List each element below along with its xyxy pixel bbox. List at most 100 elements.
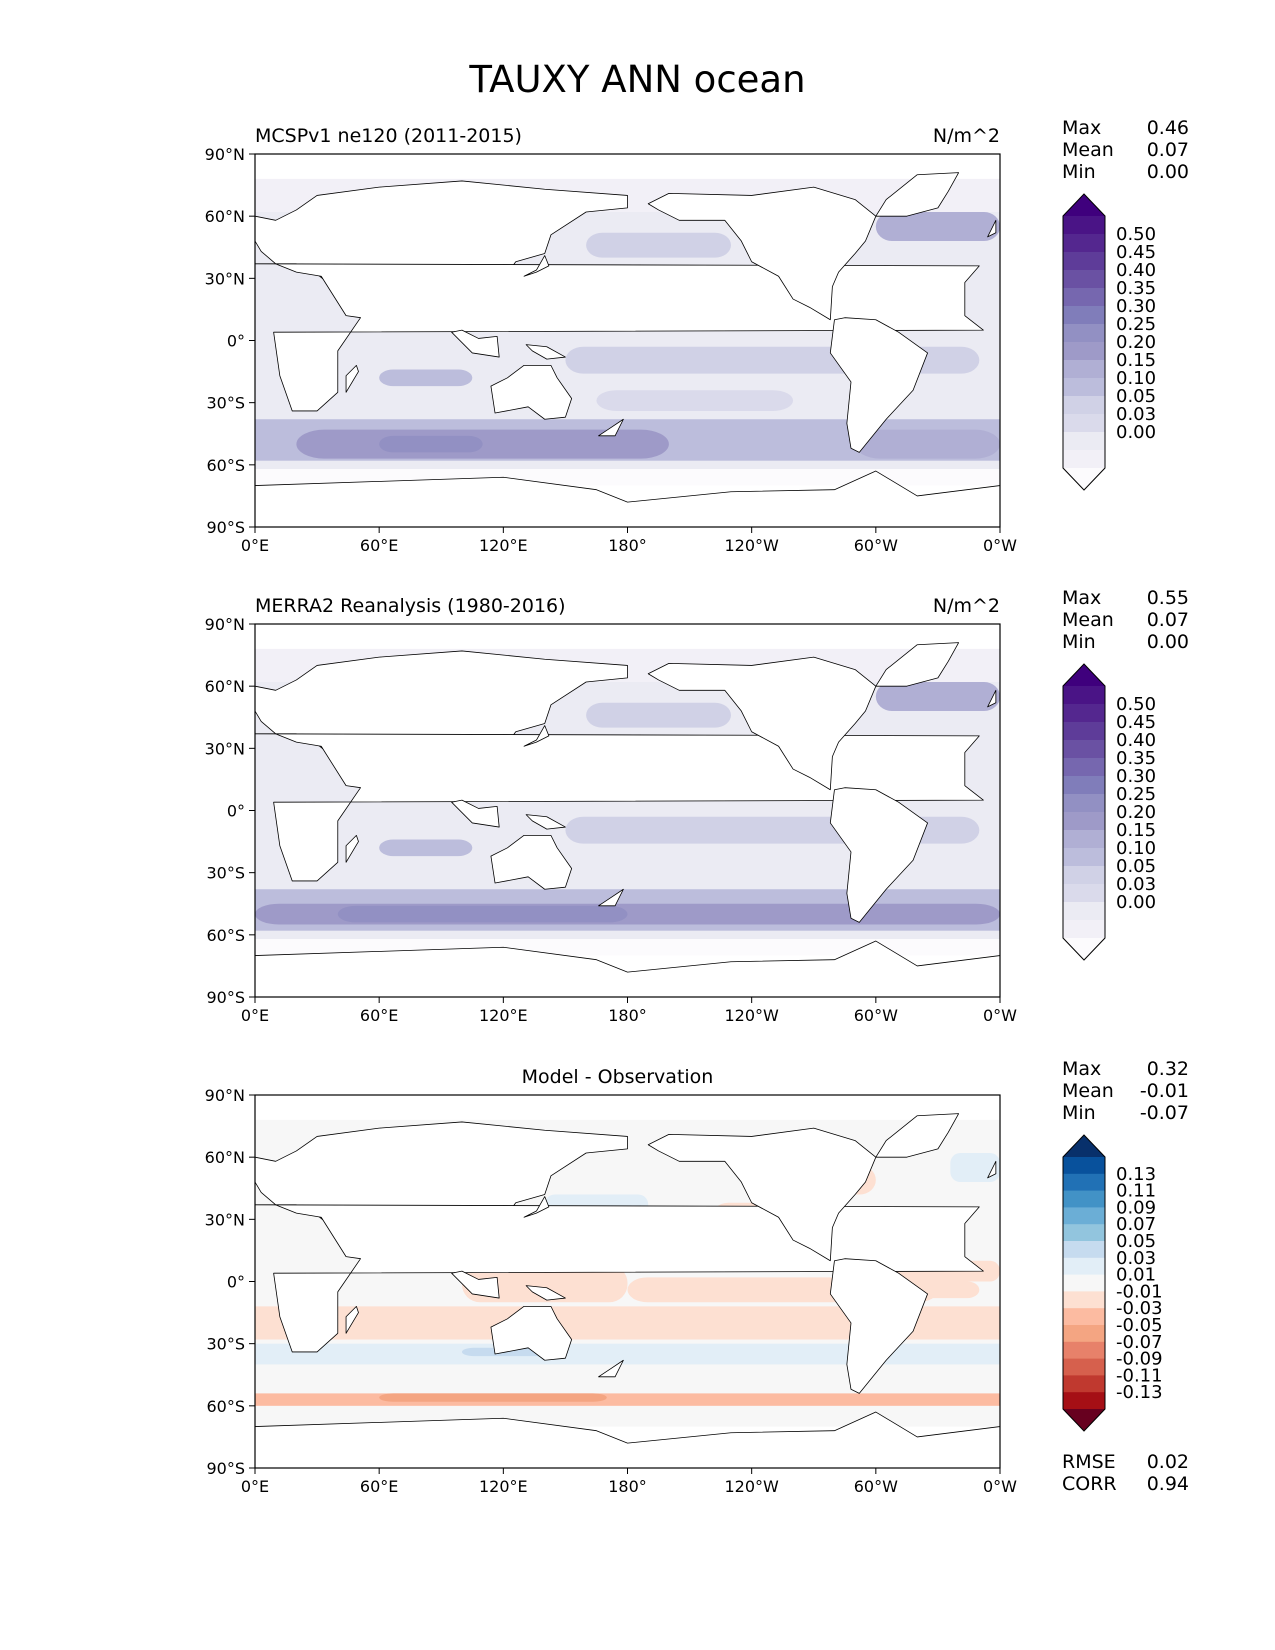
coastline	[647, 1127, 877, 1262]
stat-label: Max	[1062, 1058, 1101, 1080]
stat-label: Max	[1062, 117, 1101, 139]
x-tick-label: 0°W	[983, 1477, 1017, 1496]
x-tick-label: 60°W	[854, 1006, 898, 1025]
stat-value: 0.94	[1147, 1473, 1189, 1495]
stat-value: 0.00	[1147, 631, 1189, 653]
colorbar-segment	[1063, 360, 1105, 379]
coastline	[451, 329, 500, 358]
units-label: N/m^2	[933, 595, 1000, 617]
coastline	[490, 834, 573, 890]
colorbar-label: 0.03	[1116, 874, 1156, 895]
colorbar-label: 0.50	[1116, 694, 1156, 715]
contour-band	[379, 369, 473, 387]
colorbar-segment	[1063, 378, 1105, 397]
colorbar-label: 0.35	[1116, 748, 1156, 769]
contour-band	[255, 1393, 1000, 1406]
colorbar-label: 0.15	[1116, 820, 1156, 841]
stat-value: 0.07	[1147, 609, 1189, 631]
colorbar-segment	[1063, 1375, 1105, 1393]
coastline	[647, 186, 877, 321]
colorbar-label: 0.50	[1116, 224, 1156, 245]
coastline	[525, 814, 566, 830]
colorbar-segment	[1063, 848, 1105, 867]
contour-band	[855, 429, 1000, 459]
colorbar-segment	[1063, 776, 1105, 795]
x-tick-label: 60°E	[360, 536, 398, 555]
colorbar-segment	[1063, 866, 1105, 885]
coastline	[345, 834, 359, 863]
colorbar-segment	[1063, 830, 1105, 849]
coastline	[598, 1359, 624, 1378]
colorbar-label: 0.35	[1116, 278, 1156, 299]
colorbar-label: 0.10	[1116, 838, 1156, 859]
x-tick-label: 0°E	[241, 536, 269, 555]
x-tick-label: 120°E	[479, 536, 528, 555]
colorbar-label: 0.10	[1116, 368, 1156, 389]
y-tick-label: 60°N	[205, 207, 245, 226]
y-tick-label: 90°N	[205, 615, 245, 634]
colorbar-label: 0.11	[1116, 1181, 1156, 1202]
y-tick-label: 0°	[227, 332, 245, 351]
colorbar-segment	[1063, 216, 1105, 235]
coastline	[523, 1196, 550, 1218]
coastline	[490, 1305, 573, 1361]
ocean-field	[255, 172, 1000, 527]
colorbar-label: 0.00	[1116, 422, 1156, 443]
x-tick-label: 180°	[608, 536, 647, 555]
y-tick-label: 30°S	[206, 1335, 245, 1354]
colorbar-segment	[1063, 396, 1105, 415]
colorbar-label: -0.03	[1116, 1298, 1163, 1319]
colorbar-label: 0.01	[1116, 1265, 1156, 1286]
x-tick-label: 0°W	[983, 536, 1017, 555]
units-label: N/m^2	[933, 125, 1000, 147]
colorbar-label: 0.05	[1116, 386, 1156, 407]
stat-value: 0.32	[1147, 1058, 1189, 1080]
colorbar-label: -0.07	[1116, 1332, 1163, 1353]
colorbar-label: -0.01	[1116, 1281, 1163, 1302]
x-tick-label: 120°W	[724, 1006, 779, 1025]
y-tick-label: 90°N	[205, 1086, 245, 1105]
colorbar-label: 0.45	[1116, 242, 1156, 263]
colorbar-segment	[1063, 1257, 1105, 1276]
y-tick-label: 30°S	[206, 864, 245, 883]
coastline	[255, 1411, 1000, 1468]
x-tick-label: 60°W	[854, 536, 898, 555]
contour-band	[337, 905, 628, 923]
stat-label: Max	[1062, 587, 1101, 609]
y-tick-label: 0°	[227, 1273, 245, 1292]
x-tick-label: 120°E	[479, 1477, 528, 1496]
colorbar-label: 0.25	[1116, 784, 1156, 805]
colorbar-segment	[1063, 812, 1105, 831]
colorbar-extend-bottom	[1063, 468, 1105, 490]
colorbar-segment	[1063, 740, 1105, 759]
colorbar: 0.130.110.090.070.050.030.01-0.01-0.03-0…	[1062, 1134, 1163, 1432]
colorbar-segment	[1063, 1173, 1105, 1192]
coastline	[345, 364, 359, 393]
y-tick-label: 90°N	[205, 145, 245, 164]
y-tick-label: 60°N	[205, 677, 245, 696]
colorbar-label: 0.15	[1116, 350, 1156, 371]
colorbar-segment	[1063, 1392, 1105, 1410]
contour-band	[379, 839, 473, 857]
map-panel-1: MCSPv1 ne120 (2011-2015) N/m^2 0°E 60°E 120°…	[205, 117, 1189, 555]
contour-band	[379, 1393, 607, 1402]
y-tick-label: 0°	[227, 802, 245, 821]
colorbar-segment	[1063, 1190, 1105, 1208]
colorbar-label: 0.03	[1116, 404, 1156, 425]
stat-value: 0.46	[1147, 117, 1189, 139]
stat-label: Min	[1062, 1102, 1096, 1124]
colorbar-label: 0.45	[1116, 712, 1156, 733]
colorbar-label: 0.30	[1116, 766, 1156, 787]
stat-label: RMSE	[1062, 1451, 1116, 1473]
colorbar-segment	[1063, 1325, 1105, 1343]
coastline	[987, 1160, 997, 1179]
colorbar-extend-top	[1063, 1135, 1105, 1157]
panel-title: MERRA2 Reanalysis (1980-2016)	[255, 595, 566, 617]
contour-band	[586, 702, 731, 728]
panel-title: Model - Observation	[522, 1066, 714, 1088]
colorbar-segment	[1063, 1274, 1105, 1292]
colorbar-label: 0.00	[1116, 892, 1156, 913]
colorbar-segment	[1063, 234, 1105, 253]
colorbar-segment	[1063, 288, 1105, 307]
colorbar-label: -0.09	[1116, 1349, 1163, 1370]
